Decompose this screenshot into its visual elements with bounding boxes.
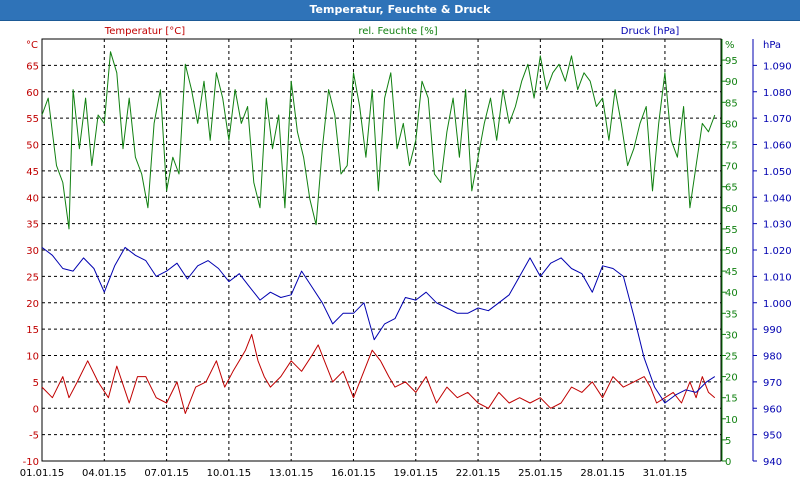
series-line-humidity: [41, 51, 716, 230]
plot-frame: [41, 38, 757, 462]
humidity-tick-label: 80: [725, 119, 738, 130]
x-tick-label: 16.01.15: [331, 468, 376, 479]
humidity-tick-label: 35: [725, 309, 738, 320]
temperature-tick-label: 35: [26, 220, 39, 231]
humidity-tick-label: 10: [725, 415, 738, 426]
temperature-tick-label: 5: [33, 378, 39, 389]
pressure-tick-label: 1.010: [763, 272, 792, 283]
humidity-tick-label: 50: [725, 246, 738, 257]
pressure-tick-label: 970: [763, 378, 782, 389]
humidity-tick-label: 60: [725, 204, 738, 215]
humidity-tick-label: 15: [725, 394, 738, 405]
temperature-tick-label: 25: [26, 272, 39, 283]
grid-layer: [41, 39, 721, 462]
pressure-tick-label: 1.040: [763, 193, 792, 204]
humidity-tick-label: 5: [725, 436, 731, 447]
pressure-tick-label: 1.050: [763, 167, 792, 178]
pressure-tick-label: 1.000: [763, 299, 792, 310]
humidity-tick-label: 75: [725, 141, 738, 152]
humidity-tick-label: 70: [725, 162, 738, 173]
humidity-tick-label: 30: [725, 330, 738, 341]
humidity-tick-label: 25: [725, 352, 738, 363]
temperature-tick-label: 50: [26, 141, 39, 152]
temperature-tick-label: 15: [26, 325, 39, 336]
pressure-tick-label: 1.070: [763, 114, 792, 125]
temperature-tick-label: -10: [23, 457, 39, 468]
series-layer: [41, 51, 716, 414]
pressure-tick-label: 950: [763, 431, 782, 442]
pressure-axis-label: Druck [hPa]: [621, 26, 680, 37]
series-line-pressure: [41, 246, 716, 404]
humidity-tick-label: 20: [725, 373, 738, 384]
window-title: Temperatur, Feuchte & Druck: [309, 3, 491, 16]
pressure-tick-label: 1.020: [763, 246, 792, 257]
pressure-unit-label: hPa: [763, 40, 781, 51]
pressure-tick-label: 1.080: [763, 88, 792, 99]
temperature-tick-label: 30: [26, 246, 39, 257]
x-tick-label: 13.01.15: [269, 468, 314, 479]
temperature-tick-label: -5: [29, 431, 39, 442]
humidity-unit-label: %: [725, 40, 735, 51]
humidity-tick-label: 85: [725, 98, 738, 109]
humidity-axis-label: rel. Feuchte [%]: [358, 26, 437, 37]
temperature-tick-label: 60: [26, 88, 39, 99]
humidity-tick-label: 95: [725, 56, 738, 67]
x-tick-label: 07.01.15: [144, 468, 189, 479]
temperature-tick-label: 40: [26, 193, 39, 204]
x-tick-label: 28.01.15: [580, 468, 625, 479]
temperature-tick-label: 10: [26, 352, 39, 363]
title-bar: Temperatur, Feuchte & Druck: [0, 0, 800, 21]
temperature-tick-label: 65: [26, 61, 39, 72]
humidity-tick-label: 55: [725, 225, 738, 236]
pressure-tick-label: 1.060: [763, 141, 792, 152]
humidity-tick-label: 0: [725, 457, 731, 468]
humidity-tick-label: 65: [725, 183, 738, 194]
temperature-unit-label: °C: [26, 40, 38, 51]
temperature-tick-label: 55: [26, 114, 39, 125]
x-tick-label: 04.01.15: [82, 468, 127, 479]
x-tick-label: 31.01.15: [643, 468, 688, 479]
pressure-tick-label: 980: [763, 352, 782, 363]
temperature-tick-label: 45: [26, 167, 39, 178]
pressure-tick-label: 1.030: [763, 220, 792, 231]
temperature-axis-label: Temperatur [°C]: [104, 26, 185, 37]
pressure-tick-label: 960: [763, 404, 782, 415]
temperature-tick-label: 20: [26, 299, 39, 310]
humidity-tick-label: 45: [725, 267, 738, 278]
x-tick-label: 25.01.15: [518, 468, 563, 479]
pressure-tick-label: 1.090: [763, 61, 792, 72]
pressure-tick-label: 940: [763, 457, 782, 468]
plot-border: [41, 38, 722, 462]
humidity-tick-label: 40: [725, 288, 738, 299]
humidity-tick-label: 90: [725, 77, 738, 88]
series-line-temperature: [41, 333, 716, 414]
x-tick-label: 19.01.15: [393, 468, 438, 479]
x-tick-label: 01.01.15: [20, 468, 65, 479]
temperature-tick-label: 0: [33, 404, 39, 415]
x-tick-label: 22.01.15: [456, 468, 501, 479]
x-tick-label: 10.01.15: [207, 468, 252, 479]
pressure-tick-label: 990: [763, 325, 782, 336]
